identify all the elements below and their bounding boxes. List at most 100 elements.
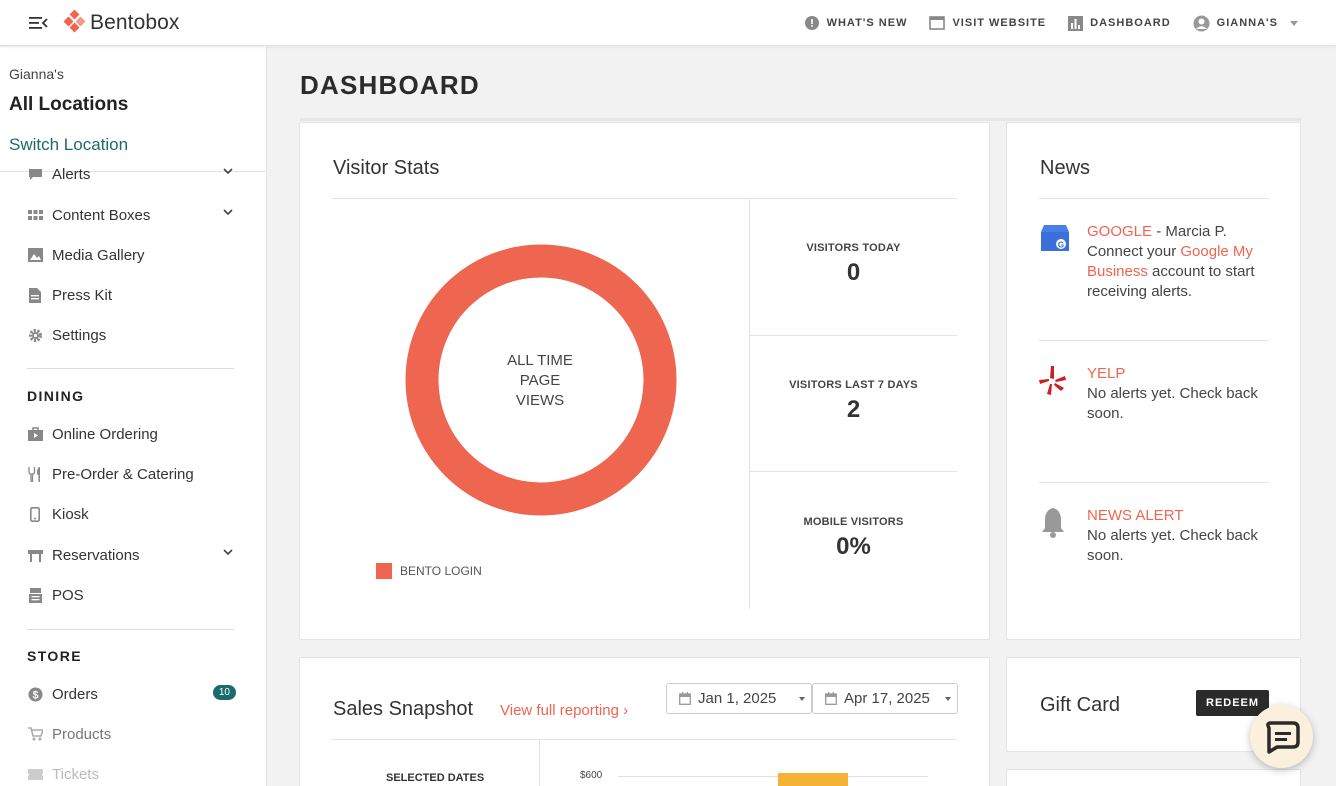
legend-label: BENTO LOGIN bbox=[400, 564, 482, 578]
sidebar-item-label: Content Boxes bbox=[52, 206, 151, 224]
cart-icon bbox=[27, 726, 43, 742]
visitor-stats-card: Visitor Stats ALL TIME PAGE VIEWS BENTO … bbox=[299, 122, 990, 640]
calendar-icon bbox=[679, 692, 691, 705]
sidebar-item-label: Settings bbox=[52, 326, 107, 344]
selected-dates-label: SELECTED DATES bbox=[386, 772, 485, 784]
top-bar: Bentobox WHAT'S NEW VISIT WEBSITE DASHBO… bbox=[0, 0, 1336, 46]
sidebar-item-label: Alerts bbox=[52, 165, 91, 183]
divider bbox=[300, 118, 1301, 121]
chevron-down-icon bbox=[223, 549, 233, 556]
sidebar-item-label: Products bbox=[52, 725, 112, 743]
chat-support-button[interactable] bbox=[1250, 705, 1313, 768]
collapse-menu-icon[interactable] bbox=[28, 14, 48, 32]
stat-visitors-last-7-days: VISITORS LAST 7 DAYS 2 bbox=[750, 379, 957, 424]
sales-snapshot-title: Sales Snapshot bbox=[333, 698, 474, 720]
bar-chart-icon bbox=[1068, 15, 1084, 31]
sidebar-item-label: Pre-Order & Catering bbox=[52, 465, 194, 483]
bentobox-logo[interactable]: Bentobox bbox=[62, 9, 180, 36]
gear-icon bbox=[27, 327, 43, 343]
divider bbox=[27, 629, 234, 630]
stat-visitors-today: VISITORS TODAY 0 bbox=[750, 242, 957, 287]
visit-website-link[interactable]: VISIT WEBSITE bbox=[929, 16, 1046, 30]
dashboard-link[interactable]: DASHBOARD bbox=[1068, 15, 1171, 31]
divider bbox=[750, 335, 957, 336]
image-icon bbox=[27, 247, 43, 263]
sidebar-item-online-ordering[interactable]: Online Ordering bbox=[27, 421, 237, 447]
donut-label-line: ALL TIME bbox=[507, 352, 573, 369]
start-date-picker[interactable]: Jan 1, 2025 bbox=[666, 683, 812, 714]
caret-down-icon bbox=[945, 697, 951, 701]
end-date-picker[interactable]: Apr 17, 2025 bbox=[812, 683, 958, 714]
sidebar-item-content-boxes[interactable]: Content Boxes bbox=[27, 202, 237, 228]
sales-snapshot-card: Sales Snapshot View full reporting › Jan… bbox=[299, 657, 990, 786]
news-item-google: GOOGLE - Marcia P. Connect your Google M… bbox=[1087, 222, 1272, 302]
orders-count-badge: 10 bbox=[212, 685, 236, 700]
account-label: GIANNA'S bbox=[1216, 17, 1278, 29]
legend-swatch bbox=[376, 563, 392, 579]
divider bbox=[332, 739, 957, 740]
stat-label: VISITORS LAST 7 DAYS bbox=[789, 379, 918, 391]
news-text: No alerts yet. Check back soon. bbox=[1087, 527, 1258, 564]
sidebar-item-press-kit[interactable]: Press Kit bbox=[27, 282, 237, 308]
visitor-stats-title: Visitor Stats bbox=[333, 157, 440, 179]
user-avatar-icon bbox=[1193, 15, 1210, 31]
browser-window-icon bbox=[929, 16, 946, 30]
current-location: All Locations bbox=[9, 94, 129, 115]
switch-location-link[interactable]: Switch Location bbox=[9, 135, 129, 154]
badge-icon bbox=[804, 16, 819, 30]
page-title: DASHBOARD bbox=[300, 70, 480, 100]
grid-icon bbox=[27, 207, 43, 223]
account-menu[interactable]: GIANNA'S bbox=[1193, 15, 1298, 32]
sidebar-item-tickets[interactable]: Tickets bbox=[27, 761, 237, 786]
sidebar-item-kiosk[interactable]: Kiosk bbox=[27, 501, 237, 527]
divider bbox=[332, 198, 957, 199]
redeem-button[interactable]: REDEEM bbox=[1196, 690, 1270, 716]
table-icon bbox=[27, 547, 43, 563]
view-full-reporting-link[interactable]: View full reporting › bbox=[500, 702, 629, 719]
y-axis-label: $600 bbox=[580, 770, 603, 781]
whats-new-link[interactable]: WHAT'S NEW bbox=[804, 15, 908, 31]
chevron-down-icon bbox=[223, 209, 233, 216]
sidebar-item-pre-order-catering[interactable]: Pre-Order & Catering bbox=[27, 461, 237, 487]
gridline bbox=[618, 776, 928, 777]
whats-new-label: WHAT'S NEW bbox=[826, 17, 908, 29]
sidebar-item-label: Kiosk bbox=[52, 505, 89, 523]
sidebar-item-settings[interactable]: Settings bbox=[27, 322, 237, 348]
news-source-yelp[interactable]: YELP bbox=[1087, 365, 1126, 382]
news-source-google[interactable]: GOOGLE bbox=[1087, 223, 1153, 240]
sidebar-item-pos[interactable]: POS bbox=[27, 582, 237, 608]
sidebar-item-alerts[interactable]: Alerts bbox=[27, 161, 237, 187]
gift-card-title: Gift Card bbox=[1040, 694, 1121, 716]
donut-center-label: ALL TIME PAGE VIEWS bbox=[450, 351, 630, 411]
chevron-down-icon bbox=[1290, 20, 1298, 26]
news-source-news-alert[interactable]: NEWS ALERT bbox=[1087, 507, 1184, 524]
sidebar-item-reservations[interactable]: Reservations bbox=[27, 542, 237, 568]
divider bbox=[749, 199, 750, 609]
sidebar-item-label: Media Gallery bbox=[52, 246, 145, 264]
svg-text:$: $ bbox=[32, 689, 38, 701]
stat-value: 0 bbox=[846, 259, 861, 286]
chevron-down-icon bbox=[223, 168, 233, 175]
sales-bar bbox=[778, 773, 848, 786]
sidebar-item-label: POS bbox=[52, 586, 84, 604]
location-header: Gianna's All Locations Switch Location bbox=[0, 47, 266, 172]
ticket-icon bbox=[27, 766, 43, 782]
speech-bubble-icon bbox=[27, 166, 43, 182]
dollar-icon: $ bbox=[27, 686, 43, 702]
yelp-icon bbox=[1039, 366, 1066, 395]
news-text: account to start receiving alerts. bbox=[1087, 263, 1255, 300]
divider bbox=[1039, 482, 1269, 483]
sidebar-item-label: Press Kit bbox=[52, 286, 113, 304]
sidebar-item-orders[interactable]: $ Orders 10 bbox=[27, 681, 237, 707]
stat-label: VISITORS TODAY bbox=[806, 242, 901, 254]
end-date-value: Apr 17, 2025 bbox=[844, 690, 930, 707]
google-my-business-link[interactable]: Google My Business bbox=[1087, 243, 1253, 280]
calendar-icon bbox=[825, 692, 837, 705]
divider bbox=[27, 368, 234, 369]
sidebar-item-products[interactable]: Products bbox=[27, 721, 237, 747]
divider bbox=[539, 740, 540, 786]
news-text: No alerts yet. Check back soon. bbox=[1087, 385, 1258, 422]
donut-segment-bento-login bbox=[405, 244, 677, 516]
divider bbox=[1039, 198, 1269, 199]
sidebar-item-media-gallery[interactable]: Media Gallery bbox=[27, 242, 237, 268]
